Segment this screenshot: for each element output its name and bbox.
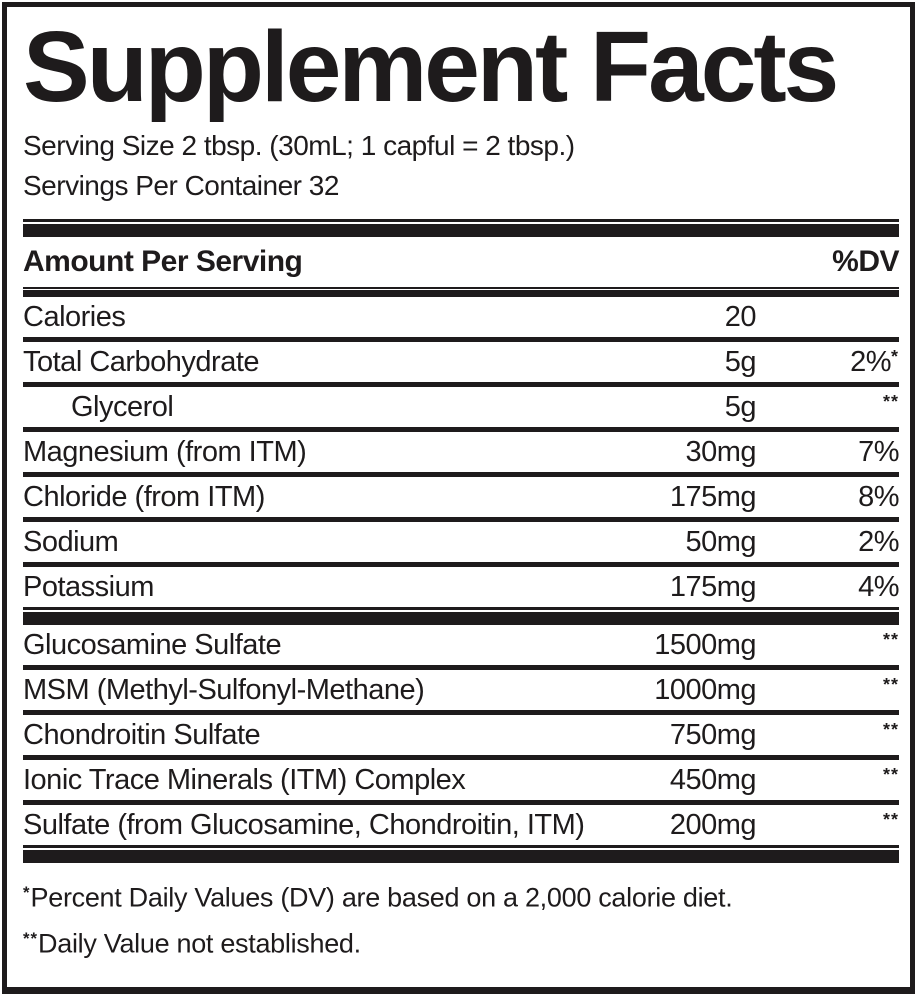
nutrient-amount: 5g: [724, 390, 757, 423]
nutrient-row-itm-complex: Ionic Trace Minerals (ITM) Complex 450mg…: [23, 760, 899, 800]
nutrient-row-msm: MSM (Methyl-Sulfonyl-Methane) 1000mg **: [23, 670, 899, 710]
nutrient-name: MSM (Methyl-Sulfonyl-Methane): [23, 673, 425, 706]
nutrient-dv: 7%: [858, 435, 899, 468]
nutrient-dv: **: [883, 718, 899, 739]
nutrient-row-magnesium: Magnesium (from ITM) 30mg 7%: [23, 432, 900, 472]
row-separator: [23, 710, 899, 715]
header-divider-bar: [23, 287, 899, 297]
nutrient-name: Glycerol: [71, 390, 174, 423]
nutrient-amount: 30mg: [685, 435, 756, 468]
nutrient-amount: 450mg: [669, 763, 757, 796]
nutrient-row-chloride: Chloride (from ITM) 175mg 8%: [23, 477, 900, 517]
nutrient-dv: **: [883, 673, 899, 694]
nutrient-name: Magnesium (from ITM): [23, 435, 307, 468]
nutrient-row-sulfate: Sulfate (from Glucosamine, Chondroitin, …: [23, 805, 899, 845]
nutrient-dv: **: [883, 808, 899, 829]
nutrient-dv: 8%: [858, 480, 899, 513]
nutrient-amount: 1500mg: [654, 628, 756, 661]
row-separator: [23, 382, 899, 387]
nutrient-row-potassium: Potassium 175mg 4%: [23, 567, 900, 607]
nutrient-amount: 50mg: [685, 525, 756, 558]
nutrient-amount: 750mg: [669, 718, 757, 751]
row-separator: [23, 800, 899, 805]
nutrient-name: Sulfate (from Glucosamine, Chondroitin, …: [23, 808, 585, 841]
nutrient-dv: **: [883, 628, 899, 649]
nutrient-amount: 175mg: [669, 570, 757, 603]
row-separator: [23, 427, 899, 432]
row-separator: [23, 472, 899, 477]
nutrient-row-glucosamine-sulfate: Glucosamine Sulfate 1500mg **: [23, 625, 899, 665]
nutrient-row-total-carbohydrate: Total Carbohydrate 5g 2%*: [23, 342, 899, 382]
nutrient-amount: 1000mg: [654, 673, 756, 706]
supplement-facts-title: Supplement Facts: [23, 11, 839, 123]
row-separator: [23, 562, 899, 567]
nutrient-name: Sodium: [23, 525, 119, 558]
nutrient-amount: 5g: [724, 345, 757, 378]
nutrient-amount: 200mg: [669, 808, 757, 841]
section-divider-bar-top: [23, 219, 899, 237]
row-separator: [23, 665, 899, 670]
footnote-not-established: **Daily Value not established.: [23, 928, 361, 959]
footnote-daily-values: *Percent Daily Values (DV) are based on …: [23, 882, 733, 913]
dv-column-header: %DV: [832, 245, 899, 278]
nutrient-name: Total Carbohydrate: [23, 345, 260, 378]
serving-size-text: Serving Size 2 tbsp. (30mL; 1 capful = 2…: [23, 130, 575, 161]
nutrient-name: Ionic Trace Minerals (ITM) Complex: [23, 763, 466, 796]
nutrient-name: Potassium: [23, 570, 154, 603]
table-header-row: Amount Per Serving %DV: [23, 237, 899, 287]
nutrient-dv: 2%: [858, 525, 899, 558]
row-separator: [23, 517, 899, 522]
nutrient-dv: 2%*: [850, 345, 899, 378]
nutrient-amount: 175mg: [669, 480, 757, 513]
nutrient-dv: **: [883, 390, 899, 411]
section-divider-bar-middle: [23, 607, 899, 625]
nutrient-dv: 4%: [858, 570, 899, 603]
nutrient-name: Chloride (from ITM): [23, 480, 265, 513]
nutrient-name: Calories: [23, 300, 126, 333]
nutrient-dv: **: [883, 763, 899, 784]
nutrient-name: Glucosamine Sulfate: [23, 628, 282, 661]
amount-per-serving-header: Amount Per Serving: [23, 245, 303, 278]
section-divider-bar-bottom: [23, 845, 899, 863]
nutrient-row-glycerol: Glycerol 5g **: [23, 387, 899, 427]
row-separator: [23, 337, 899, 342]
nutrient-row-chondroitin-sulfate: Chondroitin Sulfate 750mg **: [23, 715, 899, 755]
row-separator: [23, 755, 899, 760]
nutrient-row-sodium: Sodium 50mg 2%: [23, 522, 900, 562]
nutrient-name: Chondroitin Sulfate: [23, 718, 261, 751]
nutrient-row-calories: Calories 20: [23, 297, 899, 337]
nutrient-amount: 20: [724, 300, 757, 333]
servings-per-container-text: Servings Per Container 32: [23, 170, 339, 201]
